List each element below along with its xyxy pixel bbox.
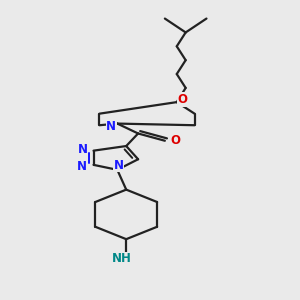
- Text: N: N: [113, 159, 124, 172]
- Text: N: N: [78, 142, 88, 155]
- Text: O: O: [171, 134, 181, 147]
- Text: N: N: [76, 160, 87, 173]
- Text: NH: NH: [112, 253, 131, 266]
- Text: O: O: [178, 93, 188, 106]
- Text: N: N: [106, 120, 116, 133]
